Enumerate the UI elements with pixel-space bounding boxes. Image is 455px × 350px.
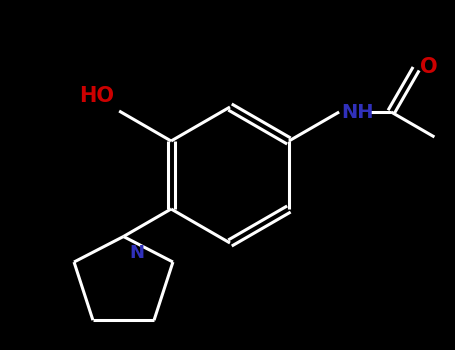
Text: NH: NH <box>341 103 374 121</box>
Text: N: N <box>130 245 145 262</box>
Text: O: O <box>420 57 438 77</box>
Text: HO: HO <box>79 86 114 106</box>
